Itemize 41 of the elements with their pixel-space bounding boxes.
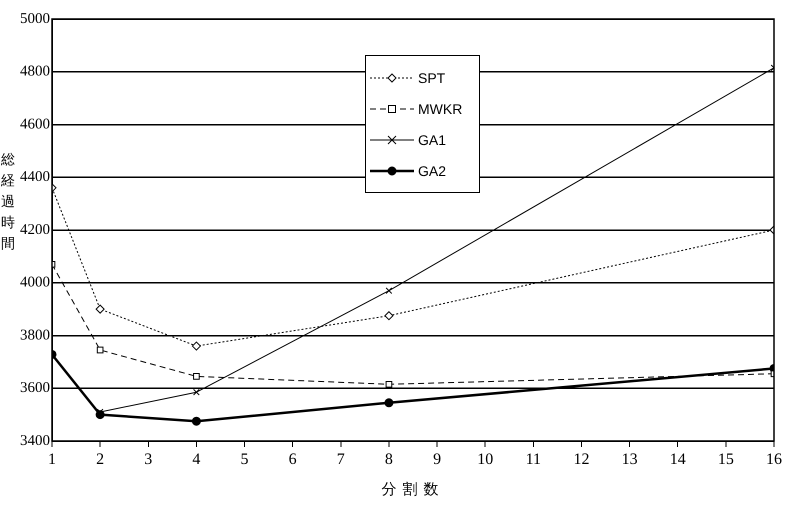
x-tick-label: 9 [433, 450, 442, 468]
legend-label: GA2 [418, 162, 446, 178]
point [193, 388, 200, 396]
x-tick-label: 6 [288, 450, 297, 468]
x-tick-label: 3 [144, 450, 152, 468]
y-tick-label: 5000 [20, 10, 50, 27]
point [386, 380, 392, 388]
point [384, 398, 394, 408]
point [192, 342, 201, 351]
y-tick-label: 4600 [20, 116, 50, 132]
y-tick-label: 3400 [20, 432, 50, 449]
x-tick-label: 15 [718, 450, 734, 468]
x-tick-label: 1 [48, 450, 56, 468]
legend-label: SPT [418, 70, 446, 86]
x-tick-label: 4 [192, 450, 200, 468]
point [386, 287, 392, 294]
point [96, 346, 104, 354]
x-tick-label: 2 [96, 450, 104, 468]
x-tick-label: 8 [384, 450, 393, 468]
x-tick-label: 12 [573, 450, 590, 468]
point [193, 373, 200, 380]
x-tick-label: 14 [670, 450, 686, 468]
point [96, 304, 105, 314]
y-tick-label: 4000 [20, 274, 50, 291]
y-tick-label: 4400 [20, 169, 50, 186]
x-tick-label: 5 [240, 450, 249, 468]
x-tick-label: 13 [622, 450, 638, 468]
point [192, 416, 201, 426]
x-tick-label: 10 [477, 450, 494, 468]
y-tick-label: 3600 [20, 380, 50, 396]
legend-label: MWKR [418, 100, 462, 116]
point [384, 311, 394, 320]
x-tick-label: 11 [526, 450, 542, 468]
x-axis-title: 分割数 [380, 480, 446, 499]
y-tick-label: 3800 [20, 327, 50, 344]
y-axis-title: 総経過時間 [0, 151, 16, 254]
x-tick-label: 7 [336, 450, 345, 468]
y-tick-label: 4200 [20, 222, 50, 238]
y-tick-label: 4800 [20, 64, 50, 80]
x-tick-label: 16 [766, 450, 782, 468]
legend-label: GA1 [418, 132, 446, 148]
